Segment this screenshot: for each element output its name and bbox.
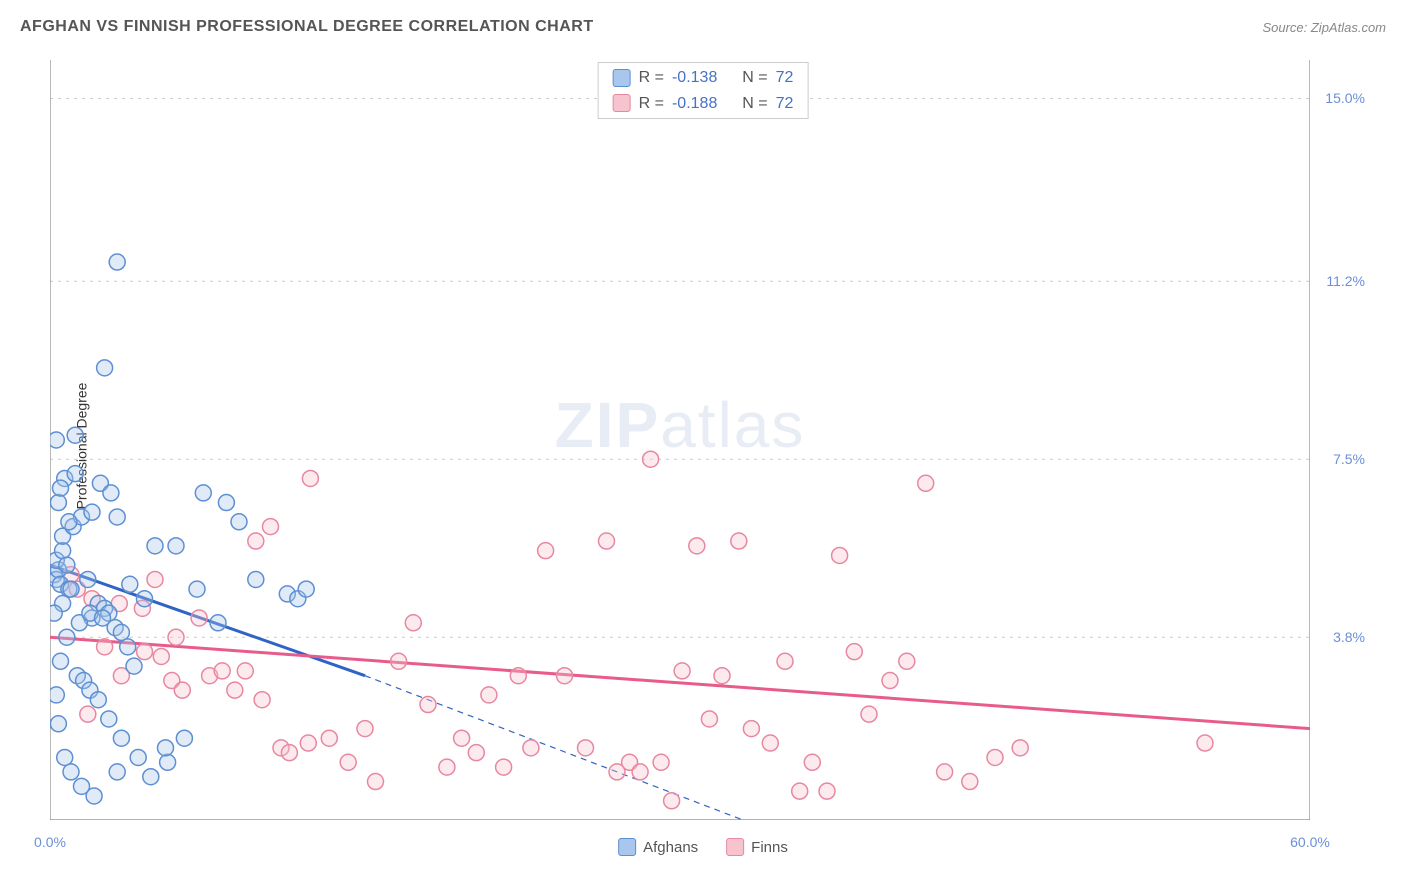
swatch-finns-icon	[726, 838, 744, 856]
value-n-afghans: 72	[776, 65, 794, 91]
value-n-finns: 72	[776, 91, 794, 117]
ytick-label: 15.0%	[1325, 90, 1365, 106]
plot-svg	[50, 60, 1310, 820]
legend-item-finns: Finns	[726, 838, 788, 856]
legend-item-afghans: Afghans	[618, 838, 698, 856]
xtick-label: 60.0%	[1290, 834, 1330, 850]
swatch-afghans	[613, 69, 631, 87]
value-r-finns: -0.188	[672, 91, 717, 117]
swatch-finns	[613, 94, 631, 112]
legend-row-afghans: R = -0.138 N = 72	[613, 65, 794, 91]
legend-correlation: R = -0.138 N = 72 R = -0.188 N = 72	[598, 62, 809, 119]
chart-container: ZIPatlas 3.8%7.5%11.2%15.0% 0.0%60.0%	[50, 60, 1310, 820]
label-r: R =	[639, 65, 664, 91]
chart-title: AFGHAN VS FINNISH PROFESSIONAL DEGREE CO…	[20, 18, 594, 36]
legend-label-afghans: Afghans	[643, 839, 698, 856]
source-attribution: Source: ZipAtlas.com	[1262, 20, 1386, 35]
ytick-label: 3.8%	[1333, 629, 1365, 645]
value-r-afghans: -0.138	[672, 65, 717, 91]
legend-series: Afghans Finns	[618, 838, 788, 856]
swatch-afghans-icon	[618, 838, 636, 856]
header-bar: AFGHAN VS FINNISH PROFESSIONAL DEGREE CO…	[20, 18, 1386, 36]
legend-label-finns: Finns	[751, 839, 788, 856]
ytick-label: 11.2%	[1326, 273, 1365, 289]
label-n: N =	[742, 65, 767, 91]
ytick-label: 7.5%	[1333, 451, 1365, 467]
label-n: N =	[742, 91, 767, 117]
xtick-label: 0.0%	[34, 834, 66, 850]
label-r: R =	[639, 91, 664, 117]
legend-row-finns: R = -0.188 N = 72	[613, 91, 794, 117]
